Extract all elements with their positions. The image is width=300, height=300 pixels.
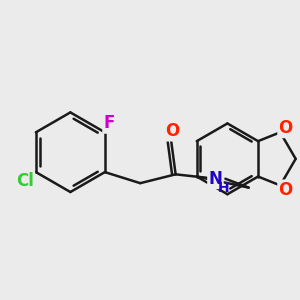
Text: F: F [103,115,115,133]
Text: H: H [218,181,229,195]
Text: Cl: Cl [16,172,34,190]
Text: O: O [279,119,293,137]
Text: O: O [165,122,179,140]
Text: O: O [279,181,293,199]
Text: N: N [208,170,222,188]
